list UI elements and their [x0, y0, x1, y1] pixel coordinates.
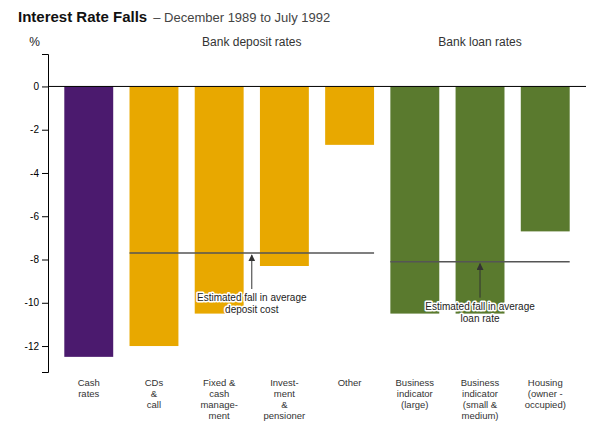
- text-line: Other: [338, 377, 362, 388]
- text-line: (small &: [463, 399, 498, 410]
- y-tick-mark: [42, 260, 48, 261]
- annotation: Estimated fall in averagedeposit cost: [197, 292, 307, 315]
- y-tick-label: -2: [30, 124, 39, 135]
- y-tick-label: -6: [30, 211, 39, 222]
- y-tick-label: -10: [25, 297, 40, 308]
- y-tick: -8: [30, 254, 48, 265]
- x-labels: CashratesCDs&callFixed &cashmanage-mentI…: [78, 377, 566, 421]
- annotation-arrow: [480, 264, 481, 298]
- y-tick-mark: [42, 303, 48, 304]
- x-tick-label: Businessindicator(small &medium): [461, 377, 500, 421]
- bar: [195, 86, 244, 313]
- bar: [456, 86, 505, 313]
- text-line: Invest-: [270, 377, 299, 388]
- text-line: Estimated fall in average: [197, 292, 307, 303]
- y-tick-mark: [42, 216, 48, 217]
- text-line: Fixed &: [203, 377, 236, 388]
- y-tick-mark: [42, 346, 48, 347]
- x-tick-label: Invest-ment&pensioner: [264, 377, 306, 421]
- text-line: Cash: [78, 377, 100, 388]
- subtitle: – December 1989 to July 1992: [153, 10, 330, 25]
- text-line: occupied): [525, 399, 566, 410]
- text-line: deposit cost: [225, 304, 279, 315]
- text-line: Business: [461, 377, 500, 388]
- y-tick-mark: [42, 86, 48, 87]
- y-tick: -12: [25, 341, 48, 352]
- y-tick-mark: [42, 130, 48, 131]
- y-tick: 0: [33, 81, 48, 92]
- text-line: &: [281, 399, 288, 410]
- text-line: cash: [209, 388, 229, 399]
- group-label: Bank loan rates: [438, 35, 521, 49]
- title: Interest Rate Falls: [18, 8, 147, 25]
- x-tick-label: CDs&call: [145, 377, 164, 410]
- chart: Interest Rate Falls – December 1989 to Ju…: [0, 0, 600, 436]
- y-tick-label: 0: [33, 81, 39, 92]
- bar: [130, 86, 179, 346]
- text-line: Business: [396, 377, 435, 388]
- y-tick: -10: [25, 297, 48, 308]
- text-line: ment: [274, 388, 295, 399]
- bar: [325, 86, 374, 144]
- text-line: (large): [401, 399, 428, 410]
- text-line: Estimated fall in average: [425, 301, 535, 312]
- bar: [260, 86, 309, 266]
- text-line: loan rate: [461, 313, 500, 324]
- text-line: rates: [78, 388, 99, 399]
- y-tick-mark: [42, 173, 48, 174]
- text-line: Housing: [528, 377, 563, 388]
- bar: [390, 86, 439, 313]
- y-axis-line: [42, 55, 49, 373]
- text-line: CDs: [145, 377, 164, 388]
- text-line: (owner -: [528, 388, 563, 399]
- x-tick-label: Housing(owner -occupied): [525, 377, 566, 410]
- annotation-arrow: [251, 255, 252, 289]
- annotation: Estimated fall in averageloan rate: [425, 301, 535, 324]
- group-label: Bank deposit rates: [202, 35, 301, 49]
- y-label: %: [29, 35, 40, 49]
- text-line: manage-: [200, 399, 238, 410]
- y-tick: -6: [30, 211, 48, 222]
- y-tick-label: -8: [30, 254, 39, 265]
- y-tick: -2: [30, 124, 48, 135]
- reference-line: [390, 261, 569, 263]
- annotations: Estimated fall in averagedeposit costEst…: [197, 255, 535, 324]
- x-tick-label: Businessindicator(large): [396, 377, 435, 410]
- y-tick-label: -4: [30, 168, 39, 179]
- text-line: call: [147, 399, 161, 410]
- y-axis: 0 -2 -4 -6 -8 -10 -12: [25, 55, 49, 373]
- x-tick-label: Other: [338, 377, 362, 388]
- y-tick: -4: [30, 168, 48, 179]
- plot-area: [48, 86, 586, 356]
- text-line: indicator: [397, 388, 433, 399]
- y-tick-label: -12: [25, 341, 40, 352]
- text-line: &: [151, 388, 158, 399]
- reference-line: [130, 252, 375, 254]
- bar: [64, 86, 113, 356]
- text-line: pensioner: [264, 410, 306, 421]
- zero-line: [48, 86, 586, 87]
- text-line: ment: [209, 410, 230, 421]
- x-tick-label: Fixed &cashmanage-ment: [200, 377, 238, 421]
- text-line: medium): [462, 410, 499, 421]
- x-tick-label: Cashrates: [78, 377, 100, 399]
- bar: [521, 86, 570, 231]
- text-line: indicator: [462, 388, 498, 399]
